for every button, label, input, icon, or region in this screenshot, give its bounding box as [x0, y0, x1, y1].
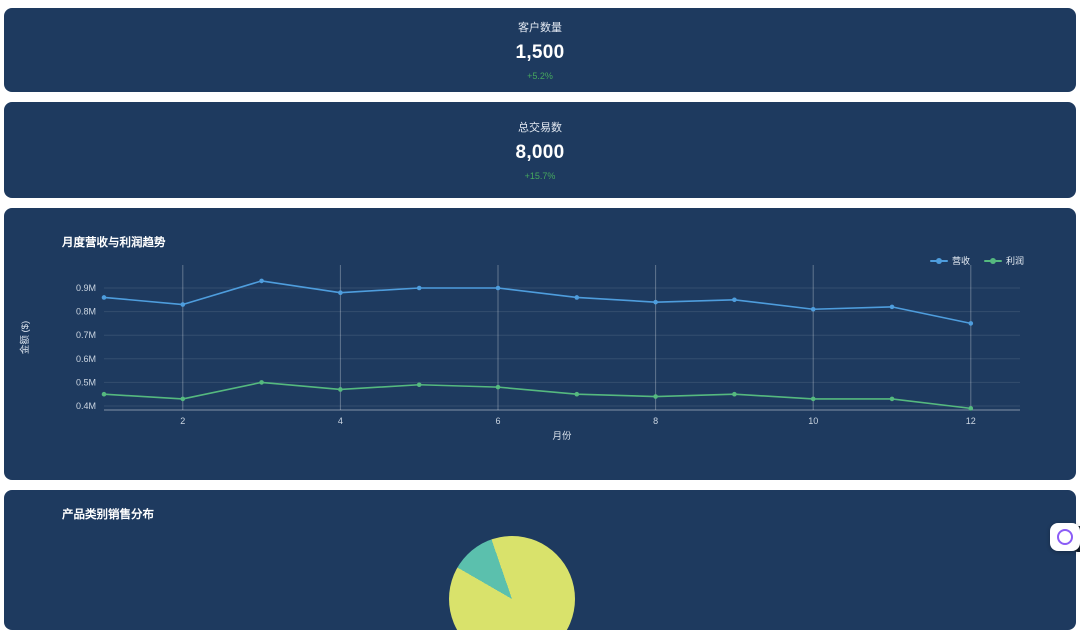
svg-text:10: 10 — [808, 416, 818, 426]
legend-label: 营收 — [951, 256, 970, 266]
svg-text:6: 6 — [495, 416, 500, 426]
transaction-count-value: 8,000 — [515, 142, 565, 163]
legend-label: 利润 — [1005, 256, 1024, 266]
legend-line-icon — [983, 257, 1002, 264]
transaction-count-title: 总交易数 — [518, 122, 562, 134]
svg-text:0.4M: 0.4M — [76, 401, 96, 411]
customer-count-delta: +5.2% — [527, 71, 553, 81]
svg-text:月份: 月份 — [552, 430, 572, 442]
svg-text:金额 ($): 金额 ($) — [19, 321, 31, 354]
svg-text:0.8M: 0.8M — [76, 307, 96, 317]
svg-text:0.9M: 0.9M — [76, 283, 96, 293]
trend-chart-legend: 营收 利润 — [929, 254, 1024, 267]
pie-chart-title: 产品类别销售分布 — [62, 509, 154, 521]
transaction-count-card: 总交易数 8,000 +15.7% — [4, 102, 1076, 198]
transaction-count-delta: +15.7% — [524, 171, 556, 181]
svg-text:0.5M: 0.5M — [76, 377, 96, 387]
legend-line-icon — [929, 257, 948, 264]
customer-count-card: 客户数量 1,500 +5.2% — [4, 8, 1076, 92]
trend-chart-card: 月度营收与利润趋势 营收 利润 0.4M 0.5M 0.6M 0.7M 0.8M 0.9M 2… — [4, 208, 1076, 480]
extension-ring-icon — [1057, 529, 1073, 545]
svg-text:8: 8 — [653, 416, 658, 426]
pie-chart[interactable] — [449, 536, 575, 630]
svg-text:12: 12 — [966, 416, 976, 426]
svg-text:4: 4 — [338, 416, 343, 426]
svg-text:2: 2 — [180, 416, 185, 426]
legend-item[interactable]: 营收 — [929, 254, 970, 267]
legend-item[interactable]: 利润 — [983, 254, 1024, 267]
trend-chart-title: 月度营收与利润趋势 — [62, 237, 166, 249]
customer-count-value: 1,500 — [515, 42, 565, 63]
svg-text:0.7M: 0.7M — [76, 330, 96, 340]
pie-chart-card: 产品类别销售分布 — [4, 490, 1076, 630]
floating-extension-button[interactable] — [1050, 523, 1080, 551]
trend-line-chart[interactable]: 0.4M 0.5M 0.6M 0.7M 0.8M 0.9M 2 4 6 8 10 12 月份 金额 ($) — [4, 208, 1076, 480]
customer-count-title: 客户数量 — [518, 22, 562, 34]
svg-text:0.6M: 0.6M — [76, 354, 96, 364]
